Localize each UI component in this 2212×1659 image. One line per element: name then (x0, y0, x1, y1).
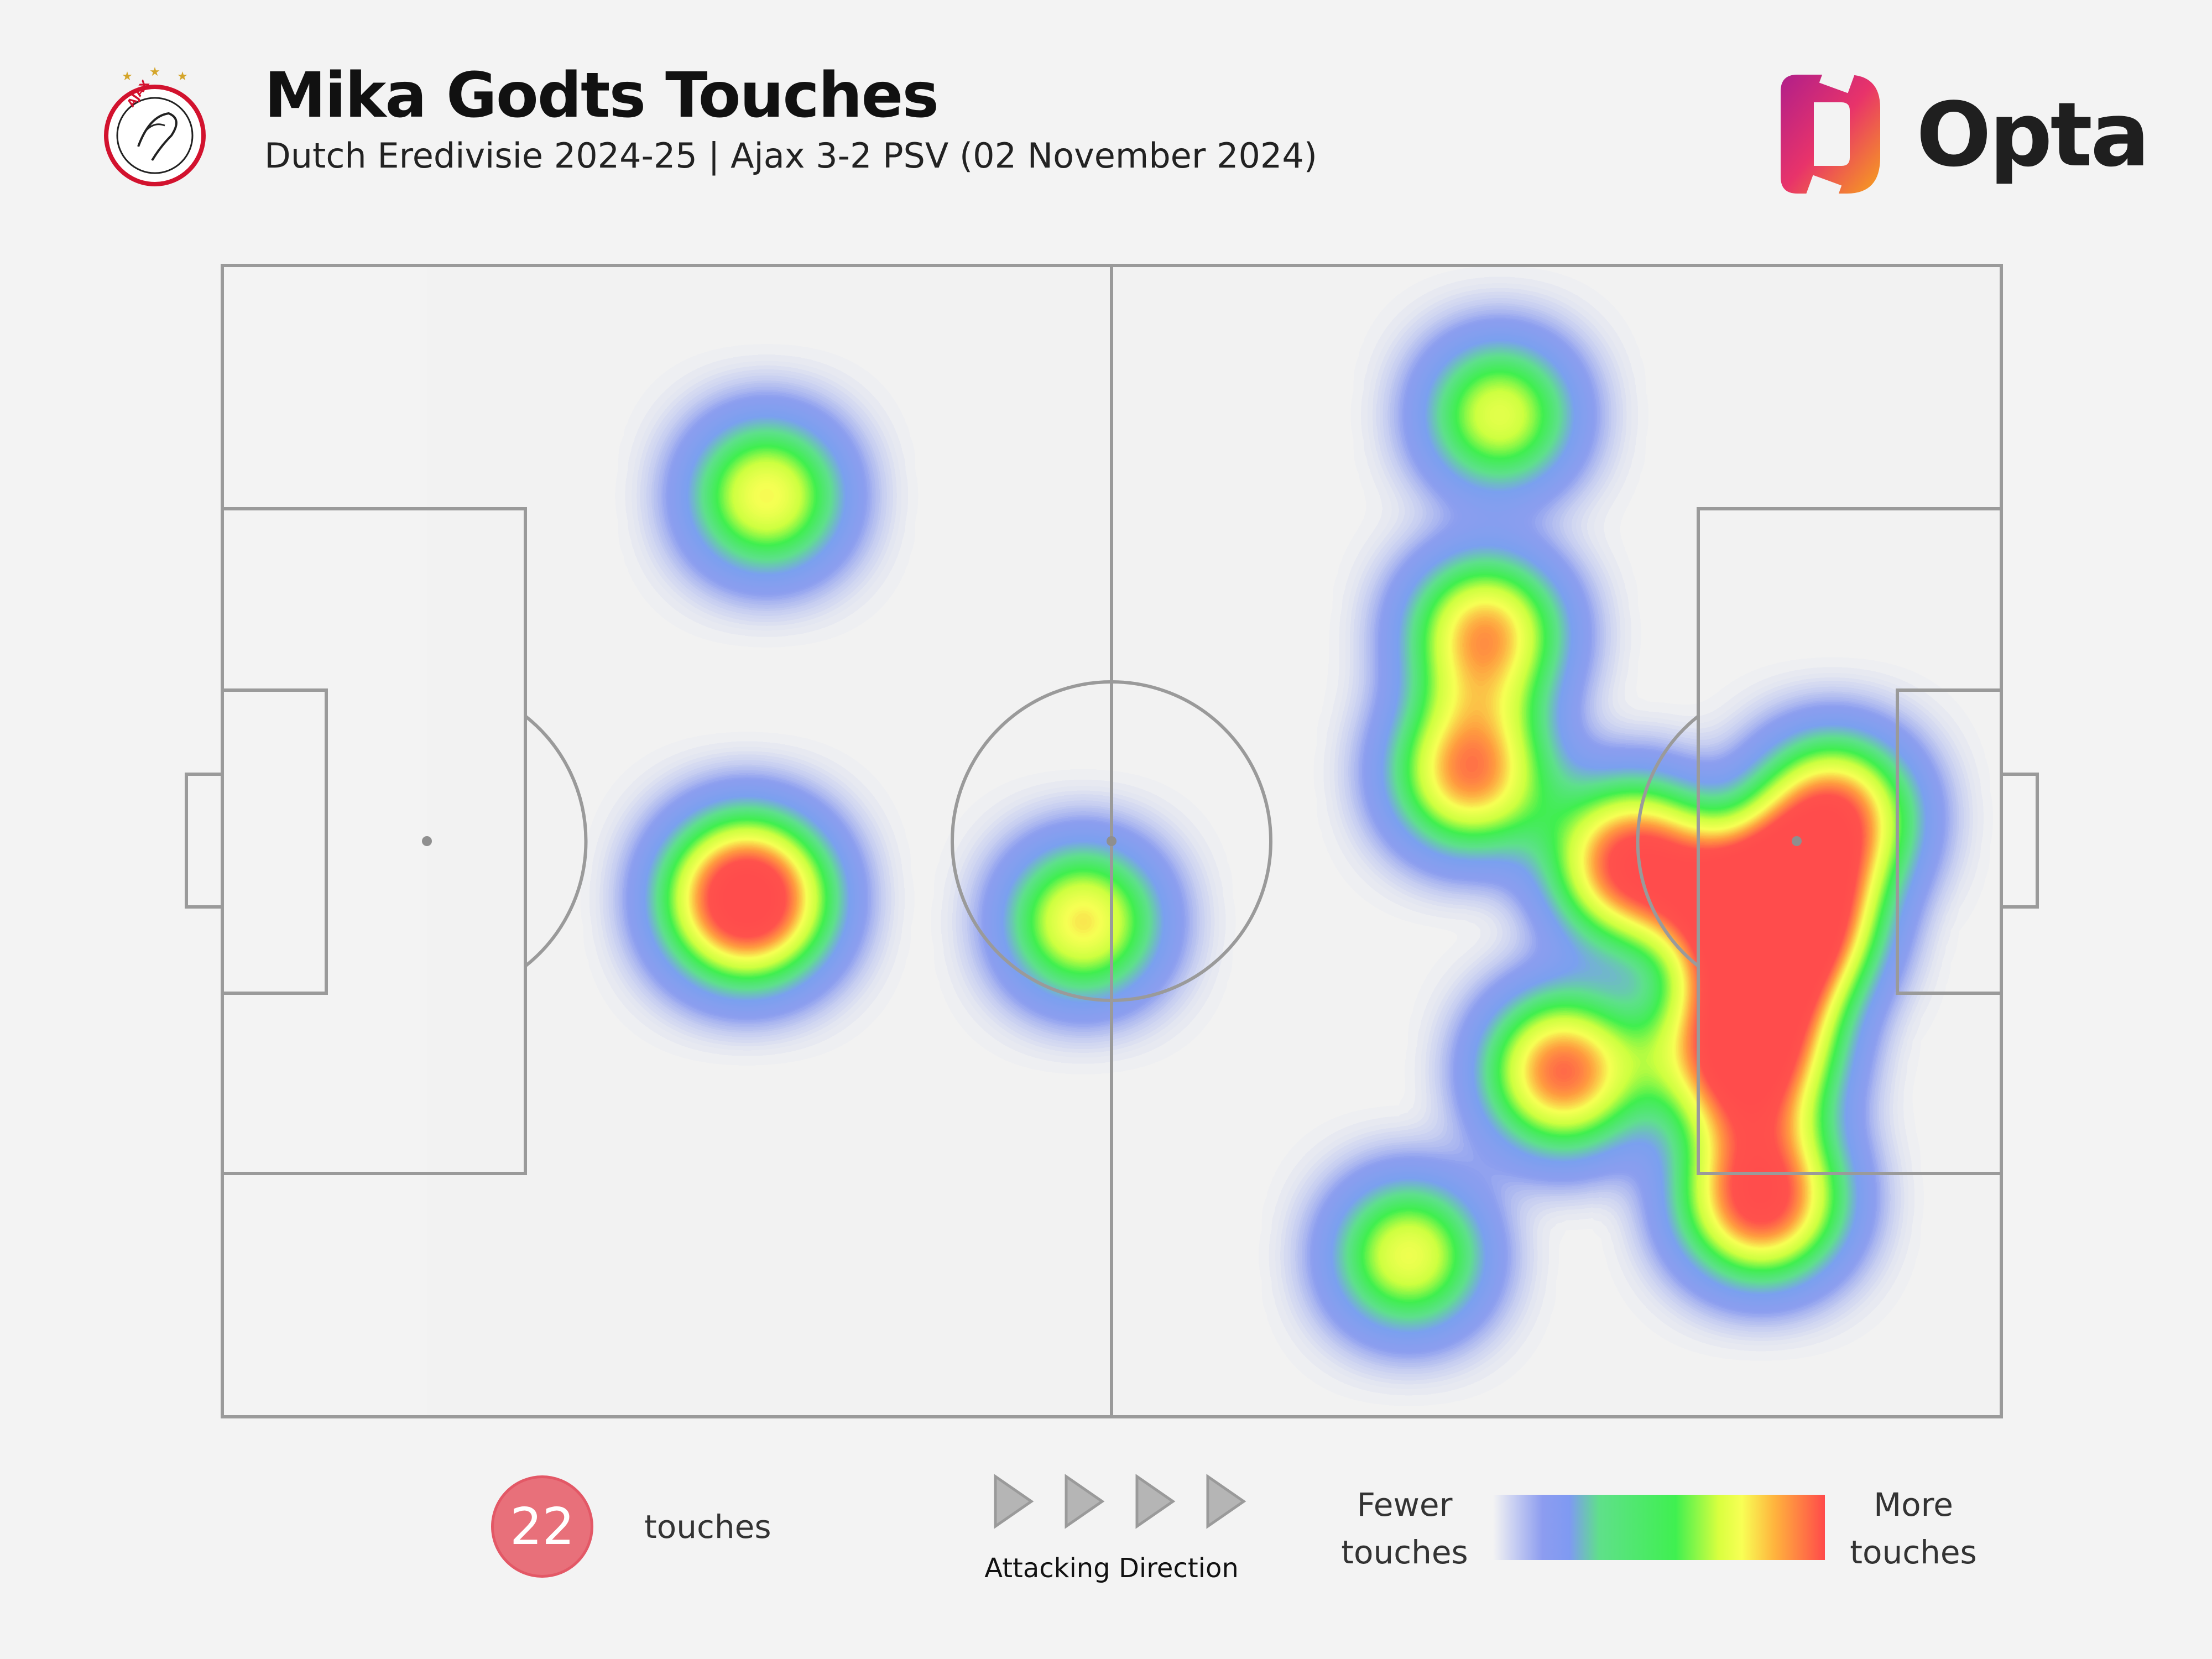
svg-text:★: ★ (149, 65, 160, 79)
heatmap-hotspot-3 (1439, 355, 1560, 475)
center-spot (1107, 836, 1117, 846)
heatmap-hotspot-6 (1564, 793, 1706, 935)
heatmap-hotspot-9 (1671, 972, 1823, 1124)
arrow-icon (1065, 1474, 1105, 1529)
arrow-icon (1135, 1474, 1176, 1529)
heatmap-hotspot-2 (1021, 859, 1146, 984)
legend-high-line1: More (1874, 1486, 1953, 1524)
heatmap-hotspot-12 (1348, 1194, 1470, 1317)
touch-count-badge: 22 (491, 1475, 593, 1578)
center-circle (951, 680, 1272, 1002)
legend-low-label: Fewer touches (1327, 1481, 1482, 1576)
heatmap-layer (673, 355, 1902, 1317)
page-title: Mika Godts Touches (264, 60, 939, 132)
legend-color-scale (1493, 1495, 1825, 1560)
legend-high-label: More touches (1836, 1481, 1991, 1576)
heatmap-hotspot-11 (1690, 1127, 1832, 1269)
legend-high-line2: touches (1850, 1533, 1977, 1571)
heatmap-hotspot-5 (1405, 705, 1538, 839)
opta-logo-icon (1781, 64, 1880, 202)
page-subtitle: Dutch Eredivisie 2024-25 | Ajax 3-2 PSV … (264, 135, 1317, 176)
brand-name: Opta (1916, 83, 2150, 186)
left-goal (185, 773, 224, 909)
heatmap-hotspot-1 (673, 825, 822, 973)
heatmap-hotspot-10 (1496, 1004, 1631, 1139)
heatmap-hotspot-0 (705, 434, 829, 558)
right-goal (2000, 773, 2039, 909)
ajax-crest-icon: ★ ★ ★ AJAX (104, 65, 206, 186)
heatmap-hotspot-8 (1763, 749, 1902, 888)
legend-low-line2: touches (1341, 1533, 1468, 1571)
attacking-direction-label: Attacking Direction (984, 1553, 1239, 1584)
arrow-icon (994, 1474, 1034, 1529)
pitch-lines (185, 264, 2039, 1418)
right-penalty-arc (1636, 714, 1699, 968)
svg-text:★: ★ (177, 70, 188, 84)
svg-text:★: ★ (122, 70, 133, 84)
left-penalty-arc (524, 714, 588, 968)
right-penalty-spot (1792, 836, 1802, 846)
heatmap-hotspot-4 (1420, 568, 1551, 700)
heatmap-blobs (673, 355, 1902, 1317)
legend-low-line1: Fewer (1357, 1486, 1453, 1524)
attacking-direction-arrows (994, 1474, 1246, 1529)
arrow-icon (1206, 1474, 1246, 1529)
touch-count-label: touches (644, 1508, 771, 1546)
left-penalty-spot (422, 836, 432, 846)
